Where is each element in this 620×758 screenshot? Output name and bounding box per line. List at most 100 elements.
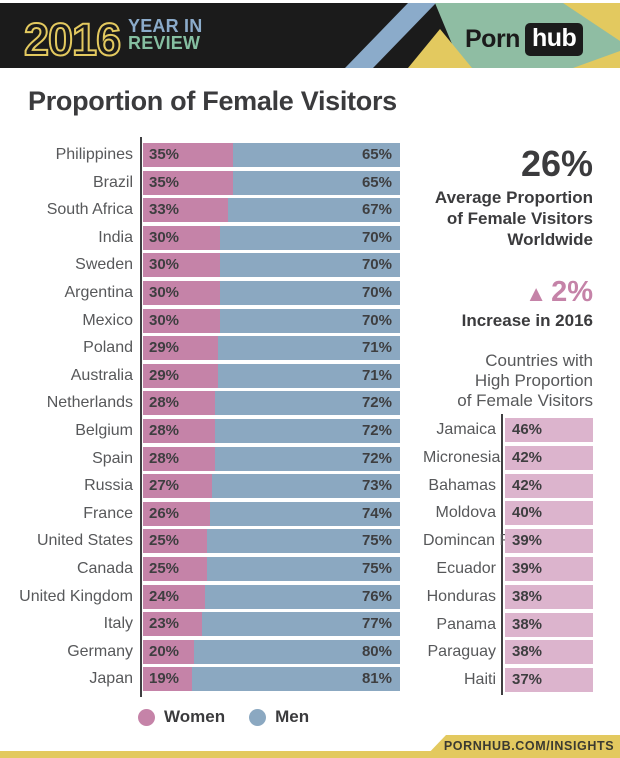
side-chart-heading: Countries with High Proportion of Female…	[430, 351, 593, 411]
country-label: Netherlands	[46, 394, 133, 412]
side-country-label: Haiti	[463, 671, 496, 689]
side-country-label: Domincan R.	[423, 532, 516, 550]
chart-row: Germany 20% 80%	[0, 639, 400, 664]
side-percent-label: 46%	[512, 421, 543, 438]
logo-text-hub: hub	[524, 23, 584, 56]
year-text: 2016	[24, 14, 120, 65]
side-bar: 46%	[505, 418, 593, 442]
men-percent-label: 75%	[361, 532, 392, 550]
women-bar-segment: 28%	[143, 418, 215, 443]
worldwide-stats: 26% Average Proportion of Female Visitor…	[430, 146, 593, 331]
women-bar-segment: 33%	[143, 198, 228, 223]
women-color-swatch-icon	[138, 708, 155, 726]
stacked-bar: 28% 72%	[143, 391, 400, 416]
side-chart-row: Moldova 40%	[423, 501, 593, 526]
women-bar-segment: 25%	[143, 529, 208, 554]
side-chart-row: Domincan R. 39%	[423, 529, 593, 554]
women-bar-segment: 29%	[143, 336, 218, 361]
side-country-label: Jamaica	[436, 421, 496, 438]
tagline-review: REVIEW	[128, 33, 201, 53]
pornhub-logo: Porn hub	[465, 23, 584, 56]
country-label: Argentina	[64, 283, 134, 301]
men-bar-segment: 70%	[220, 308, 400, 333]
women-percent-label: 19%	[149, 670, 180, 688]
men-bar-segment: 72%	[214, 391, 400, 416]
side-bar: 37%	[505, 668, 593, 693]
men-percent-label: 70%	[361, 256, 392, 274]
increase-value: 2%	[551, 276, 593, 308]
stacked-bar: 29% 71%	[143, 363, 400, 388]
women-bar-segment: 25%	[143, 556, 208, 581]
stacked-bar: 29% 71%	[143, 336, 400, 361]
country-label: Russia	[84, 477, 133, 495]
men-bar-segment: 65%	[232, 170, 400, 195]
side-heading-line-2: High Proportion	[474, 371, 593, 390]
chart-row: India 30% 70%	[0, 225, 400, 250]
side-bar: 38%	[505, 584, 593, 609]
men-percent-label: 81%	[361, 670, 392, 688]
country-label: Philippines	[55, 146, 133, 163]
side-chart-axis-line	[501, 414, 503, 695]
country-label: India	[98, 228, 133, 246]
main-chart-rows: Philippines 35% 65% Brazil 35% 65% South Afric…	[0, 143, 400, 695]
chart-row: Italy 23% 77%	[0, 612, 400, 637]
stacked-bar: 30% 70%	[143, 280, 400, 305]
chart-row: South Africa 33% 67%	[0, 198, 400, 223]
men-percent-label: 73%	[361, 477, 392, 495]
women-percent-label: 27%	[149, 477, 180, 495]
women-bar-segment: 19%	[143, 667, 192, 692]
men-bar-segment: 77%	[202, 612, 400, 637]
increase-triangle-icon: ▲	[525, 281, 548, 306]
stacked-bar: 30% 70%	[143, 253, 400, 278]
men-bar-segment: 71%	[217, 336, 400, 361]
chart-row: Australia 29% 71%	[0, 363, 400, 388]
legend-item-women: Women	[138, 707, 225, 727]
men-percent-label: 76%	[361, 587, 392, 605]
country-label: Canada	[76, 559, 133, 577]
men-bar-segment: 70%	[220, 280, 400, 305]
chart-row: United Kingdom 24% 76%	[0, 584, 400, 609]
men-bar-segment: 73%	[212, 474, 400, 499]
chart-row: Brazil 35% 65%	[0, 170, 400, 195]
men-bar-segment: 76%	[204, 584, 400, 609]
women-bar-segment: 30%	[143, 253, 221, 278]
side-percent-label: 42%	[512, 476, 543, 494]
side-percent-label: 37%	[512, 671, 543, 689]
men-bar-segment: 67%	[227, 198, 400, 223]
side-heading-line-3: of Female Visitors	[457, 391, 593, 410]
footer-yellow-strip	[0, 751, 620, 758]
women-bar-segment: 28%	[143, 391, 215, 416]
country-label: Belgium	[75, 421, 133, 439]
side-bar: 39%	[505, 556, 593, 581]
side-bar: 38%	[505, 612, 593, 637]
country-label: Japan	[89, 670, 133, 688]
women-percent-label: 24%	[149, 587, 180, 605]
main-chart-axis-line	[140, 137, 142, 697]
chart-row: Belgium 28% 72%	[0, 418, 400, 443]
stacked-bar: 30% 70%	[143, 308, 400, 333]
footer-url: PORNHUB.COM/INSIGHTS	[424, 735, 620, 758]
women-percent-label: 30%	[149, 228, 180, 246]
women-bar-segment: 20%	[143, 639, 195, 664]
chart-row: Sweden 30% 70%	[0, 253, 400, 278]
average-value: 26%	[520, 143, 593, 184]
women-percent-label: 25%	[149, 559, 180, 577]
chart-row: Japan 19% 81%	[0, 667, 400, 692]
men-percent-label: 80%	[361, 642, 392, 660]
country-label: Brazil	[92, 173, 133, 191]
country-label: Italy	[103, 615, 133, 633]
men-color-swatch-icon	[249, 708, 267, 726]
country-label: Germany	[67, 642, 133, 660]
legend-label-men: Men	[275, 707, 310, 726]
men-bar-segment: 65%	[232, 143, 400, 167]
chart-legend: Women Men	[138, 707, 309, 727]
side-percent-label: 42%	[512, 448, 543, 466]
side-chart-row: Haiti 37%	[423, 668, 593, 693]
increase-label: Increase in 2016	[461, 311, 593, 330]
men-percent-label: 71%	[361, 339, 392, 357]
women-percent-label: 30%	[149, 256, 180, 274]
women-percent-label: 20%	[149, 642, 180, 660]
side-country-label: Bahamas	[428, 476, 496, 494]
men-percent-label: 72%	[361, 394, 392, 412]
country-label: Mexico	[82, 311, 133, 329]
